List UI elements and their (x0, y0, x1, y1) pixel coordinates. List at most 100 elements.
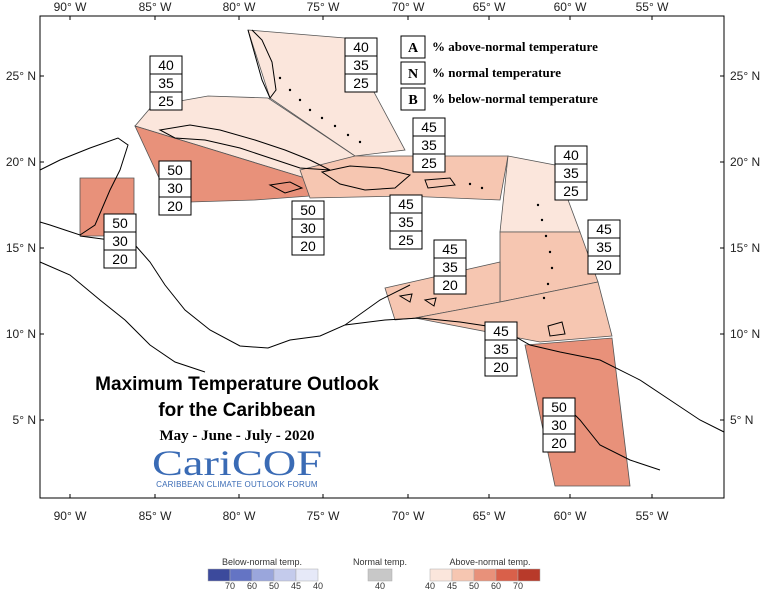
scale-tick: 45 (447, 581, 457, 590)
prob-normal: 35 (493, 341, 509, 357)
prob-above: 50 (112, 215, 128, 231)
region-hispaniola (299, 155, 509, 201)
map-title-line1: Maximum Temperature Outlook (95, 374, 379, 395)
coastlines (39, 29, 725, 471)
scale-tick: 70 (225, 581, 235, 590)
region-box-cuba-north: 40 35 25 (149, 55, 183, 111)
lon-label: 90° W (54, 509, 87, 523)
scale-swatch-below-70 (207, 568, 231, 582)
lat-label: 20° N (730, 155, 760, 169)
scale-tick: 70 (513, 581, 523, 590)
lon-label: 70° W (392, 0, 425, 14)
prob-normal: 35 (421, 137, 437, 153)
prob-below: 25 (158, 93, 174, 109)
lon-label: 85° W (139, 0, 172, 14)
map-title-line2: for the Caribbean (158, 400, 315, 421)
prob-above: 50 (167, 162, 183, 178)
prob-above: 40 (353, 39, 369, 55)
lat-label: 10° N (730, 327, 760, 341)
legend-text-above: % above-normal temperature (432, 39, 598, 54)
scale-swatch-normal-40 (367, 568, 393, 582)
prob-below: 25 (563, 183, 579, 199)
prob-above: 40 (563, 147, 579, 163)
region-box-abc: 45 35 20 (433, 239, 467, 295)
lat-label: 20° N (6, 155, 36, 169)
scale-below-label: Below-normal temp. (222, 557, 302, 567)
lat-labels-right: 25° N 20° N 15° N 10° N 5° N (730, 69, 760, 427)
abc-coast (398, 293, 437, 307)
region-box-windward: 45 35 20 (587, 219, 621, 275)
florida-coast (247, 29, 277, 99)
prob-normal: 30 (167, 180, 183, 196)
prob-below: 20 (493, 359, 509, 375)
lon-label: 80° W (223, 0, 256, 14)
scale-tick: 50 (469, 581, 479, 590)
trinidad-coast (547, 321, 566, 337)
lon-label: 55° W (636, 0, 669, 14)
probability-boxes: 40 35 25 40 35 25 50 30 20 50 30 20 (103, 37, 621, 453)
pacific-coast (39, 261, 206, 373)
region-box-caribbean-sea: 45 35 25 (389, 194, 423, 250)
prob-normal: 35 (442, 259, 458, 275)
lat-label: 5° N (730, 413, 753, 427)
legend-key-a: A (408, 41, 419, 56)
lon-label: 80° W (223, 509, 256, 523)
lon-label: 75° W (307, 509, 340, 523)
island-dots (278, 76, 554, 300)
prob-above: 50 (300, 202, 316, 218)
legend-key-b: B (408, 93, 417, 108)
prob-below: 20 (596, 257, 612, 273)
lon-label: 65° W (473, 509, 506, 523)
prob-above: 40 (158, 57, 174, 73)
scale-tick: 45 (291, 581, 301, 590)
prob-above: 45 (493, 323, 509, 339)
lon-label: 65° W (473, 0, 506, 14)
region-box-jamaica: 50 30 20 (291, 200, 325, 256)
scale-tick: 40 (313, 581, 323, 590)
lon-label: 75° W (307, 0, 340, 14)
prob-normal: 35 (596, 239, 612, 255)
region-bahamas (247, 29, 406, 157)
prob-normal: 35 (563, 165, 579, 181)
prob-normal: 35 (398, 214, 414, 230)
lat-label: 5° N (13, 413, 36, 427)
scale-swatch-below-50 (251, 568, 275, 582)
prob-below: 25 (398, 232, 414, 248)
jamaica-coast (268, 181, 304, 194)
prob-above: 45 (421, 119, 437, 135)
legend-text-below: % below-normal temperature (432, 91, 598, 106)
prob-normal: 30 (300, 220, 316, 236)
prob-below: 20 (300, 238, 316, 254)
lon-labels-bottom: 90° W 85° W 80° W 75° W 70° W 65° W 60° … (54, 509, 669, 523)
prob-below: 20 (442, 277, 458, 293)
lat-label: 15° N (6, 241, 36, 255)
prob-above: 50 (551, 399, 567, 415)
central-america-coast (79, 235, 411, 349)
scale-swatch-below-60 (229, 568, 253, 582)
prob-below: 20 (551, 435, 567, 451)
scale-tick: 60 (247, 581, 257, 590)
lat-labels-left: 25° N 20° N 15° N 10° N 5° N (6, 69, 36, 427)
lon-label: 85° W (139, 509, 172, 523)
lat-label: 25° N (6, 69, 36, 83)
scale-above-label: Above-normal temp. (449, 557, 530, 567)
scale-tick: 50 (269, 581, 279, 590)
lon-label: 60° W (554, 0, 587, 14)
south-america-coast (344, 317, 725, 433)
scale-swatch-above-70 (517, 568, 541, 582)
prob-normal: 35 (158, 75, 174, 91)
region-box-cuba-south: 50 30 20 (158, 160, 192, 216)
yucatan-coast (39, 137, 129, 236)
region-box-belize: 50 30 20 (103, 213, 137, 269)
lon-label: 70° W (392, 509, 425, 523)
region-box-guianas: 50 30 20 (542, 397, 576, 453)
lon-labels-top: 90° W 85° W 80° W 75° W 70° W 65° W 60° … (54, 0, 669, 14)
scale-normal-label: Normal temp. (353, 557, 407, 567)
color-scale: Below-normal temp. Normal temp. Above-no… (207, 557, 541, 590)
region-box-hispaniola: 45 35 25 (412, 117, 446, 173)
prob-below: 20 (167, 198, 183, 214)
forecast-period: May - June - July - 2020 (160, 428, 315, 444)
legend-text-normal: % normal temperature (432, 65, 561, 80)
scale-tick: 60 (491, 581, 501, 590)
